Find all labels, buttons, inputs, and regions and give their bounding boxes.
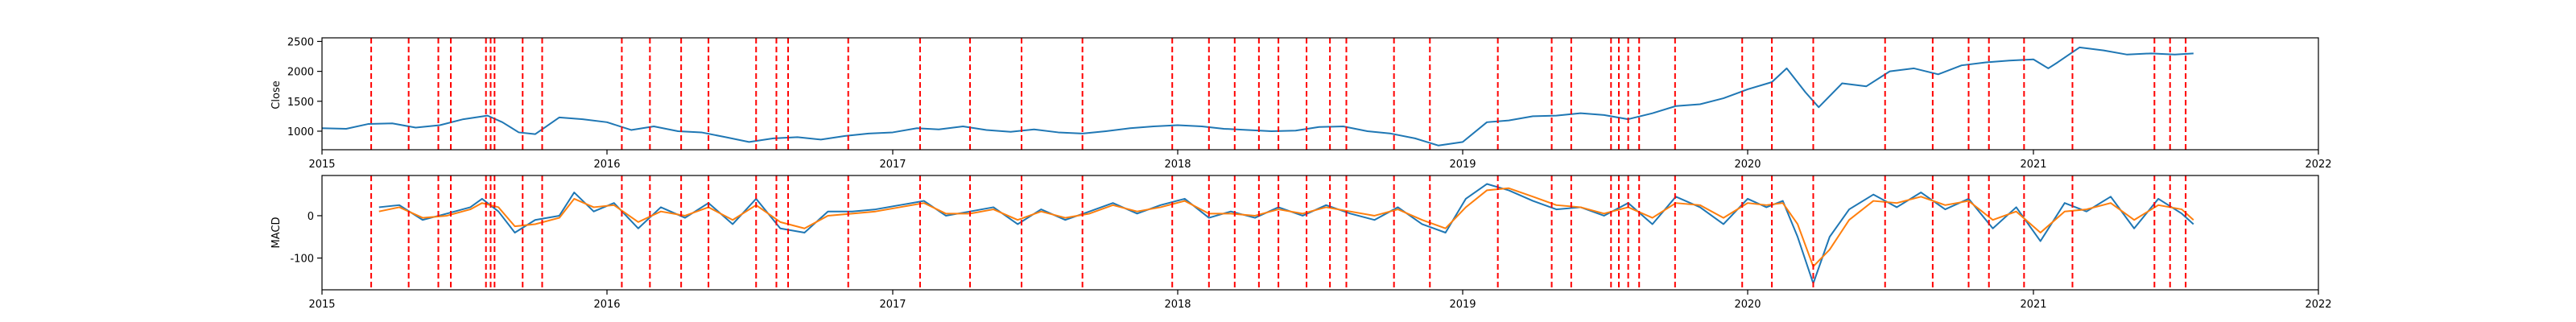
close-ytick-label-0: 1000 — [287, 126, 314, 138]
close-xtick-label-3: 2018 — [1164, 159, 1191, 171]
macd-vline-layer — [370, 175, 2187, 290]
macd-xtick-label-1: 2016 — [593, 299, 620, 311]
macd-xtick-label-0: 2015 — [308, 299, 335, 311]
close-axes: 2015 2016 2017 2018 2019 2020 2021 2022 1000 1500… — [287, 36, 2332, 171]
close-axes-frame — [321, 37, 2319, 151]
macd-xtick-label-7: 2022 — [2305, 299, 2331, 311]
macd-series-line-1 — [378, 187, 2194, 268]
close-series-line-0 — [322, 46, 2194, 147]
close-ytick-label-1: 1500 — [287, 97, 314, 109]
close-xtick-label-2: 2017 — [879, 159, 906, 171]
close-xtick-label-0: 2015 — [308, 159, 335, 171]
close-xtick-label-1: 2016 — [593, 159, 620, 171]
macd-axes-frame — [321, 175, 2319, 291]
macd-ylabel: MACD — [270, 217, 283, 249]
close-ylabel: Close — [270, 80, 283, 109]
close-price-subplot: Close 2015 2016 2017 2018 2019 2020 2021 2022 10… — [270, 36, 2332, 171]
close-vline-layer — [370, 38, 2187, 150]
macd-xtick-label-3: 2018 — [1164, 299, 1191, 311]
close-ytick-label-3: 2500 — [287, 36, 314, 48]
macd-subplot: MACD 2015 2016 2017 2018 2019 2020 2021 2022 -10… — [270, 175, 2332, 311]
macd-axes: 2015 2016 2017 2018 2019 2020 2021 2022 -100 0 — [290, 175, 2332, 311]
macd-xtick-label-6: 2021 — [2020, 299, 2046, 311]
close-series-layer — [322, 46, 2194, 147]
macd-xtick-label-4: 2019 — [1449, 299, 1476, 311]
macd-series-layer — [378, 183, 2194, 285]
macd-ytick-label-1: 0 — [308, 211, 314, 223]
close-ytick-label-2: 2000 — [287, 67, 314, 79]
macd-ytick-label-0: -100 — [290, 254, 314, 266]
close-xtick-label-5: 2020 — [1734, 159, 1761, 171]
macd-xtick-label-5: 2020 — [1734, 299, 1761, 311]
close-xtick-label-7: 2022 — [2305, 159, 2331, 171]
close-xtick-label-4: 2019 — [1449, 159, 1476, 171]
close-xtick-label-6: 2021 — [2020, 159, 2046, 171]
macd-xtick-label-2: 2017 — [879, 299, 906, 311]
